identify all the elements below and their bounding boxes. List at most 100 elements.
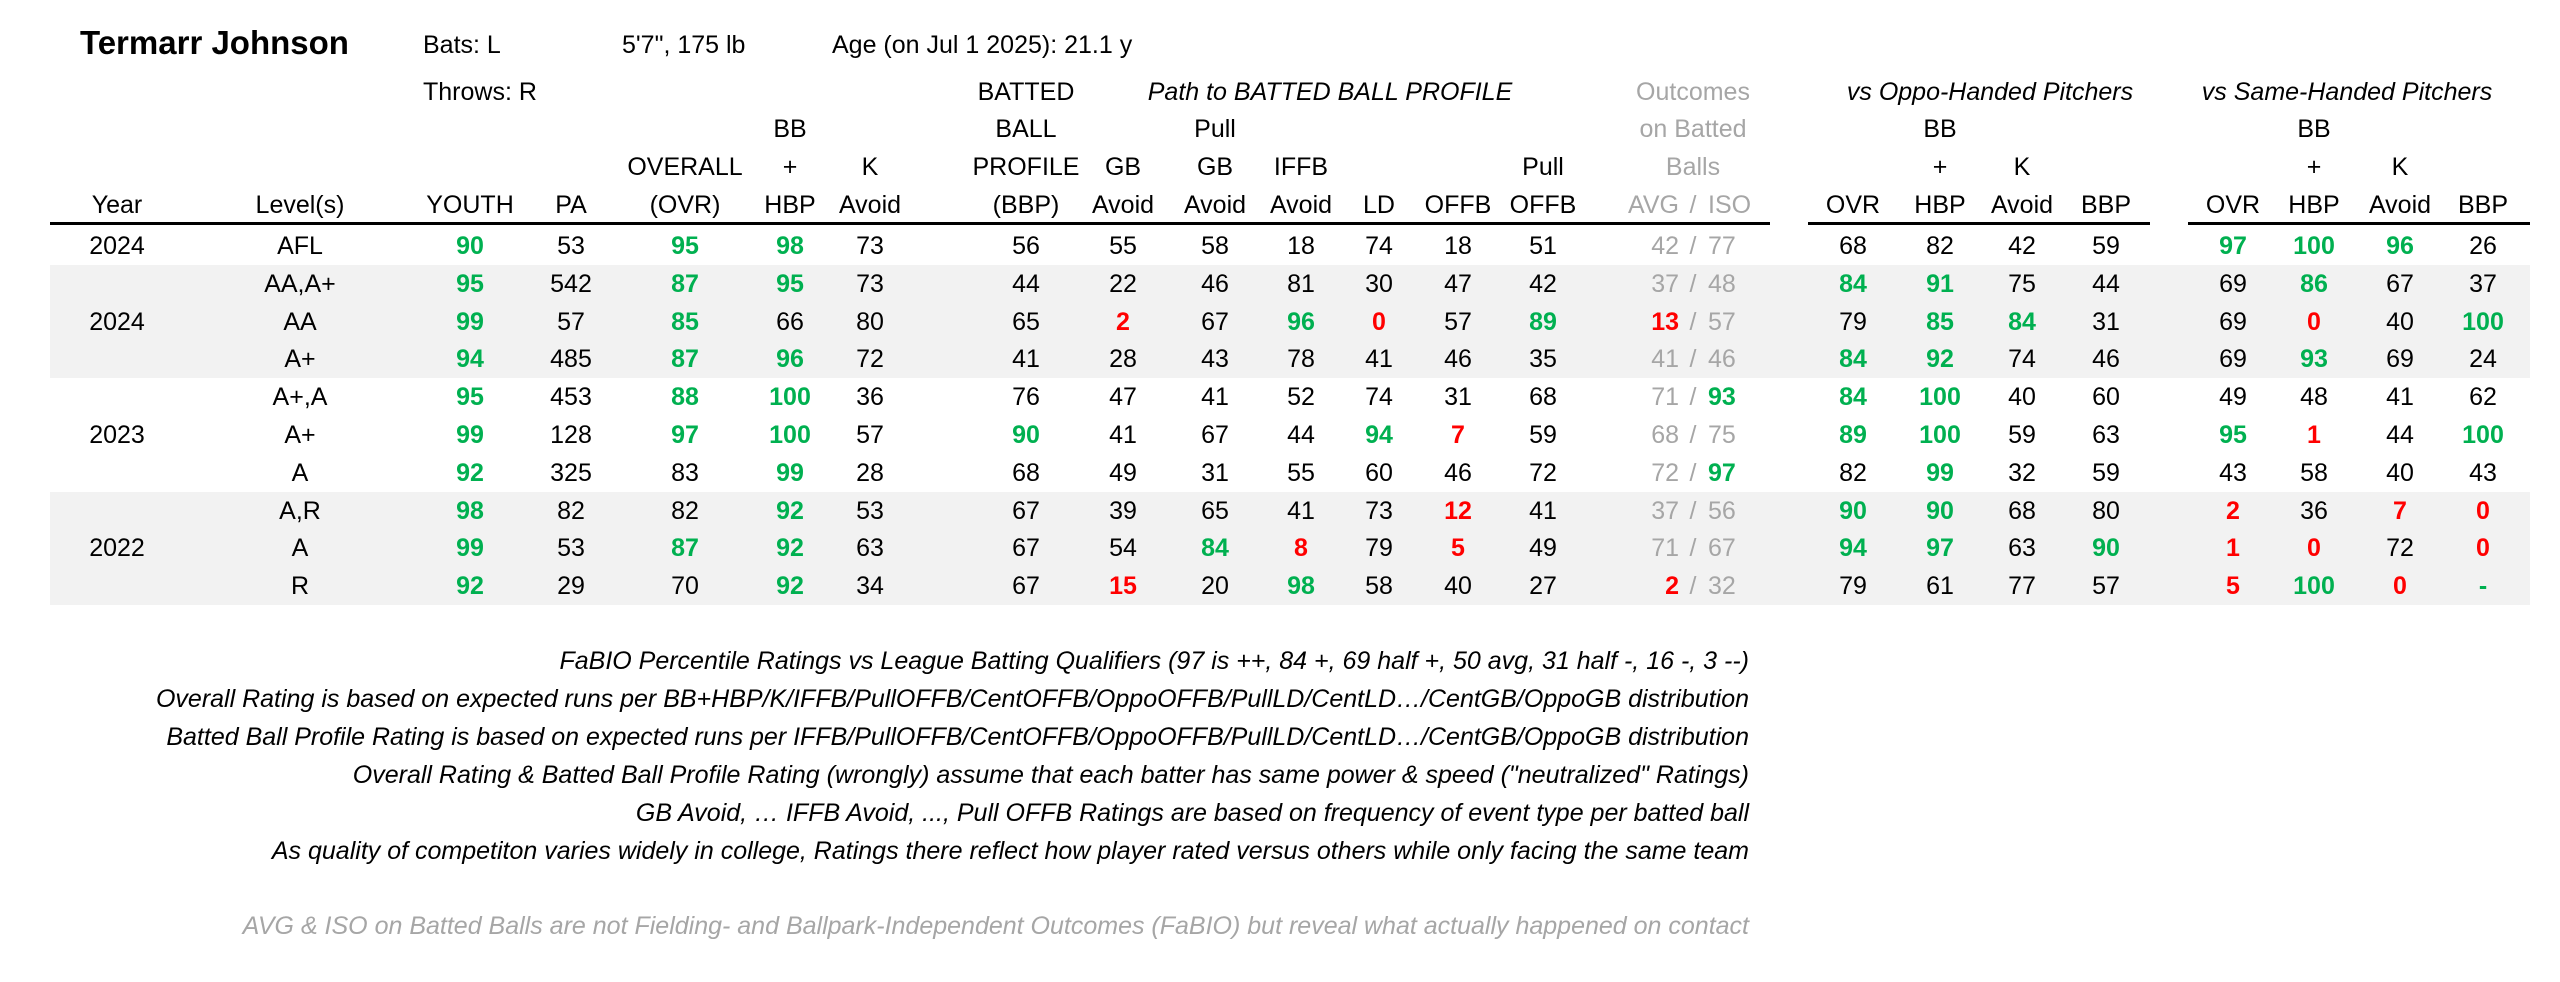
cell-k: 36 xyxy=(856,383,884,412)
cell-o-ovr: 79 xyxy=(1839,307,1867,336)
cell-s-bb: 100 xyxy=(2293,232,2335,260)
cell-o-bbp: 44 xyxy=(2092,269,2120,298)
cell-iso: 67 xyxy=(1708,534,1736,563)
cell-s-bbp: 43 xyxy=(2469,458,2497,487)
cell-bbp: 67 xyxy=(1012,534,1040,563)
cell-s-bbp: 0 xyxy=(2476,534,2490,563)
row-group-band xyxy=(50,264,2530,379)
cell-o-bbp: 57 xyxy=(2092,572,2120,601)
cell-s-bb: 100 xyxy=(2293,572,2335,601)
cell-pgb: 58 xyxy=(1201,232,1229,260)
cell-ld: 79 xyxy=(1365,534,1393,563)
header-bbp-4: (BBP) xyxy=(992,191,1060,219)
cell-pgb: 46 xyxy=(1201,269,1229,298)
cell-avg: 13 xyxy=(1651,307,1679,336)
cell-bb: 96 xyxy=(776,345,804,374)
header-gb-1: GB xyxy=(1104,153,1142,181)
cell-poffb: 42 xyxy=(1529,269,1557,298)
cell-gb: 55 xyxy=(1109,232,1137,260)
cell-bb: 92 xyxy=(776,534,804,563)
cell-iso: 97 xyxy=(1708,458,1736,487)
cell-o-bbp: 59 xyxy=(2092,232,2120,260)
cell-o-bb: 85 xyxy=(1926,307,1954,336)
cell-s-bbp: - xyxy=(2478,572,2488,601)
cell-gb: 28 xyxy=(1109,345,1137,374)
size-label: 5'7", 175 lb xyxy=(622,31,746,59)
cell-k: 73 xyxy=(856,269,884,298)
cell-s-bb: 0 xyxy=(2307,307,2321,336)
cell-iffb: 44 xyxy=(1287,421,1315,449)
cell-iffb: 55 xyxy=(1287,458,1315,487)
cell-s-bb: 0 xyxy=(2307,534,2321,563)
header-rule-main xyxy=(50,222,1770,225)
cell-pa: 325 xyxy=(550,458,592,487)
cell-iffb: 18 xyxy=(1287,232,1315,260)
cell-o-ovr: 68 xyxy=(1839,232,1867,260)
cell-gb: 22 xyxy=(1109,269,1137,298)
cell-o-k: 68 xyxy=(2008,496,2036,525)
cell-bbp: 56 xyxy=(1012,232,1040,260)
cell-offb: 18 xyxy=(1444,232,1472,260)
cell-s-bbp: 0 xyxy=(2476,496,2490,525)
header-s-k-1: K xyxy=(2391,153,2409,181)
cell-ld: 0 xyxy=(1372,307,1386,336)
cell-iffb: 78 xyxy=(1287,345,1315,374)
cell-pa: 453 xyxy=(550,383,592,412)
cell-o-k: 77 xyxy=(2008,572,2036,601)
header-offb: OFFB xyxy=(1424,191,1492,219)
group-header-outcomes-2: on Batted xyxy=(1639,115,1747,143)
cell-level: A xyxy=(291,458,309,487)
cell-avg: 37 xyxy=(1651,496,1679,525)
cell-ld: 41 xyxy=(1365,345,1393,374)
note-line: Overall Rating is based on expected runs… xyxy=(155,685,1749,713)
cell-s-ovr: 5 xyxy=(2226,572,2240,601)
cell-ld: 60 xyxy=(1365,458,1393,487)
cell-ld: 74 xyxy=(1365,383,1393,412)
cell-o-ovr: 89 xyxy=(1839,421,1867,449)
cell-avg: 41 xyxy=(1651,345,1679,374)
header-bb-3: HBP xyxy=(764,191,816,219)
cell-avg: 71 xyxy=(1651,383,1679,412)
cell-pa: 53 xyxy=(557,232,585,260)
cell-k: 63 xyxy=(856,534,884,563)
cell-youth: 95 xyxy=(456,383,484,412)
cell-o-bbp: 80 xyxy=(2092,496,2120,525)
cell-poffb: 89 xyxy=(1529,307,1557,336)
header-s-k-2: Avoid xyxy=(2368,191,2432,219)
cell-iffb: 96 xyxy=(1287,307,1315,336)
cell-o-bb: 100 xyxy=(1919,421,1961,449)
cell-level: AFL xyxy=(277,232,323,260)
cell-bb: 92 xyxy=(776,572,804,601)
cell-bb: 100 xyxy=(769,383,811,412)
header-iffb-2: Avoid xyxy=(1269,191,1333,219)
cell-pgb: 41 xyxy=(1201,383,1229,412)
cell-offb: 57 xyxy=(1444,307,1472,336)
cell-pa: 542 xyxy=(550,269,592,298)
cell-pgb: 20 xyxy=(1201,572,1229,601)
header-iso: ISO xyxy=(1708,191,1752,219)
cell-s-k: 41 xyxy=(2386,383,2414,412)
cell-s-bb: 93 xyxy=(2300,345,2328,374)
cell-ovr: 83 xyxy=(671,458,699,487)
cell-bbp: 67 xyxy=(1012,496,1040,525)
header-iffb-1: IFFB xyxy=(1273,153,1329,181)
cell-k: 57 xyxy=(856,421,884,449)
cell-s-ovr: 95 xyxy=(2219,421,2247,449)
cell-o-bb: 82 xyxy=(1926,232,1954,260)
cell-o-ovr: 90 xyxy=(1839,496,1867,525)
cell-s-bbp: 26 xyxy=(2469,232,2497,260)
cell-poffb: 68 xyxy=(1529,383,1557,412)
header-year: Year xyxy=(91,191,143,219)
header-bbp-1: BATTED xyxy=(977,78,1075,106)
cell-bbp: 90 xyxy=(1012,421,1040,449)
cell-avg: 71 xyxy=(1651,534,1679,563)
cell-o-k: 40 xyxy=(2008,383,2036,412)
cell-level: A,R xyxy=(279,496,321,525)
cell-avg: 37 xyxy=(1651,269,1679,298)
cell-poffb: 72 xyxy=(1529,458,1557,487)
header-ovr-2: (OVR) xyxy=(649,191,721,219)
cell-s-ovr: 69 xyxy=(2219,307,2247,336)
cell-gb: 41 xyxy=(1109,421,1137,449)
note-line: As quality of competiton varies widely i… xyxy=(271,837,1749,865)
header-s-bb-1: BB xyxy=(2297,115,2331,143)
